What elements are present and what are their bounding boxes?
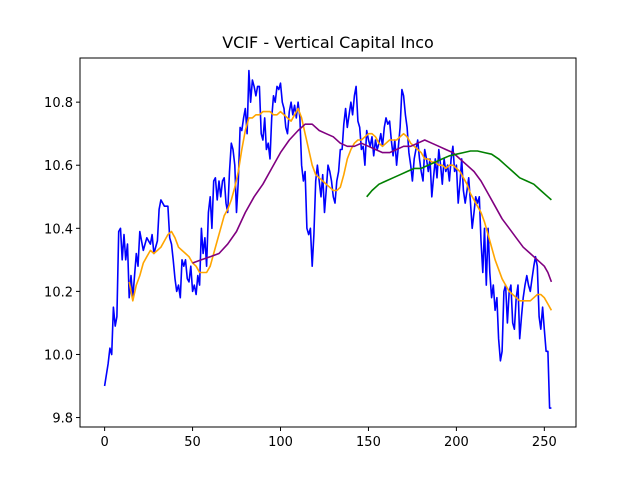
y-tick-label: 10.2 xyxy=(44,285,73,300)
x-tick-label: 0 xyxy=(100,435,108,450)
chart-title: VCIF - Vertical Capital Inco xyxy=(222,33,434,52)
y-tick-label: 10.8 xyxy=(44,96,73,111)
y-tick-label: 10.4 xyxy=(44,222,73,237)
x-tick-label: 50 xyxy=(184,435,201,450)
series-line-1 xyxy=(103,69,552,409)
y-tick-label: 10.0 xyxy=(44,348,73,363)
y-tick-label: 9.8 xyxy=(52,412,73,427)
y-tick-label: 10.6 xyxy=(44,159,73,174)
series-line-2 xyxy=(128,107,553,311)
axes-layer: 0 50 100 150 200 250 9.8 10.0 10.2 10.4 10.6 10.8 xyxy=(44,57,577,450)
series-line-4 xyxy=(366,150,552,201)
x-tick-label: 250 xyxy=(532,435,557,450)
x-tick-label: 150 xyxy=(356,435,381,450)
plot-frame xyxy=(79,57,577,428)
x-tick-label: 200 xyxy=(444,435,469,450)
x-tick-label: 100 xyxy=(268,435,293,450)
series-line-3 xyxy=(192,123,553,283)
series-layer xyxy=(103,69,553,409)
